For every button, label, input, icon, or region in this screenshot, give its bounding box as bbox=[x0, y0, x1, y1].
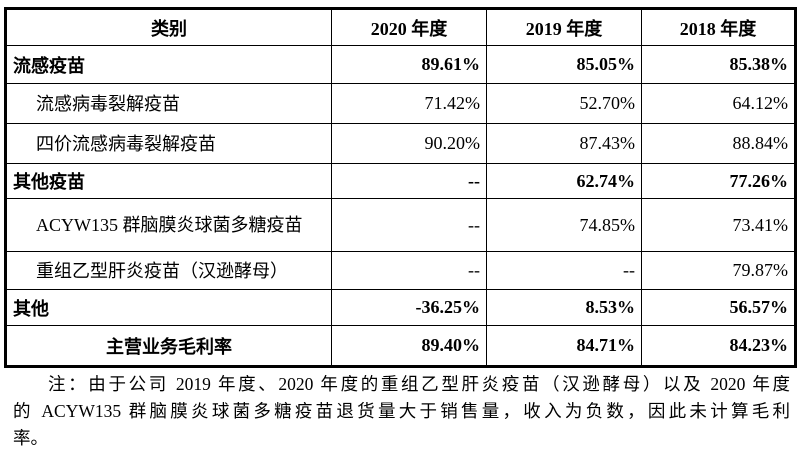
row-label-other: 其他 bbox=[5, 289, 332, 326]
gross-margin-table: 类别 2020 年度 2019 年度 2018 年度 流感疫苗 89.61% 8… bbox=[4, 7, 797, 368]
value-cell: 77.26% bbox=[641, 163, 796, 199]
value-cell: 85.05% bbox=[486, 45, 642, 84]
header-year-2018: 2018 年度 bbox=[641, 8, 796, 46]
value-cell: 87.43% bbox=[486, 123, 642, 164]
footnote-line: 注：由于公司 2019 年度、2020 年度的重组乙型肝炎疫苗（汉逊酵母）以及 … bbox=[48, 374, 790, 394]
value-cell: 85.38% bbox=[641, 45, 796, 84]
value-cell: -- bbox=[331, 198, 487, 252]
value-cell: 64.12% bbox=[641, 83, 796, 124]
row-label-flu-split: 流感病毒裂解疫苗 bbox=[5, 83, 332, 124]
row-label-flu-vaccine: 流感疫苗 bbox=[5, 45, 332, 84]
row-label-hepatitis-b: 重组乙型肝炎疫苗（汉逊酵母） bbox=[5, 251, 332, 290]
table-row: 主营业务毛利率 89.40% 84.71% 84.23% bbox=[5, 325, 796, 367]
table-row: 四价流感病毒裂解疫苗 90.20% 87.43% 88.84% bbox=[5, 123, 796, 164]
value-cell: 71.42% bbox=[331, 83, 487, 124]
value-cell: 52.70% bbox=[486, 83, 642, 124]
value-cell: 84.23% bbox=[641, 325, 796, 367]
row-label-main-business-margin: 主营业务毛利率 bbox=[5, 325, 332, 367]
table-row: ACYW135 群脑膜炎球菌多糖疫苗 -- 74.85% 73.41% bbox=[5, 198, 796, 252]
value-cell: 62.74% bbox=[486, 163, 642, 199]
value-cell: 73.41% bbox=[641, 198, 796, 252]
row-label-acyw135: ACYW135 群脑膜炎球菌多糖疫苗 bbox=[5, 198, 332, 252]
value-cell: -- bbox=[331, 251, 487, 290]
header-year-2020: 2020 年度 bbox=[331, 8, 487, 46]
value-cell: 56.57% bbox=[641, 289, 796, 326]
value-cell: -36.25% bbox=[331, 289, 487, 326]
footnote-line: 率。 bbox=[13, 428, 48, 448]
value-cell: -- bbox=[486, 251, 642, 290]
header-category: 类别 bbox=[5, 8, 332, 46]
value-cell: 74.85% bbox=[486, 198, 642, 252]
value-cell: 89.61% bbox=[331, 45, 487, 84]
value-cell: 90.20% bbox=[331, 123, 487, 164]
value-cell: 88.84% bbox=[641, 123, 796, 164]
table-row: 流感疫苗 89.61% 85.05% 85.38% bbox=[5, 45, 796, 84]
row-label-other-vaccines: 其他疫苗 bbox=[5, 163, 332, 199]
footnote: 注：由于公司 2019 年度、2020 年度的重组乙型肝炎疫苗（汉逊酵母）以及 … bbox=[13, 371, 790, 452]
table-row: 重组乙型肝炎疫苗（汉逊酵母） -- -- 79.87% bbox=[5, 251, 796, 290]
value-cell: 89.40% bbox=[331, 325, 487, 367]
value-cell: -- bbox=[331, 163, 487, 199]
value-cell: 8.53% bbox=[486, 289, 642, 326]
value-cell: 84.71% bbox=[486, 325, 642, 367]
header-year-2019: 2019 年度 bbox=[486, 8, 642, 46]
table-row: 其他 -36.25% 8.53% 56.57% bbox=[5, 289, 796, 326]
table-header-row: 类别 2020 年度 2019 年度 2018 年度 bbox=[5, 8, 796, 46]
row-label-quadrivalent-flu: 四价流感病毒裂解疫苗 bbox=[5, 123, 332, 164]
table-row: 其他疫苗 -- 62.74% 77.26% bbox=[5, 163, 796, 199]
value-cell: 79.87% bbox=[641, 251, 796, 290]
footnote-line: 的 ACYW135 群脑膜炎球菌多糖疫苗退货量大于销售量，收入为负数，因此未计算… bbox=[13, 401, 790, 421]
table-row: 流感病毒裂解疫苗 71.42% 52.70% 64.12% bbox=[5, 83, 796, 124]
